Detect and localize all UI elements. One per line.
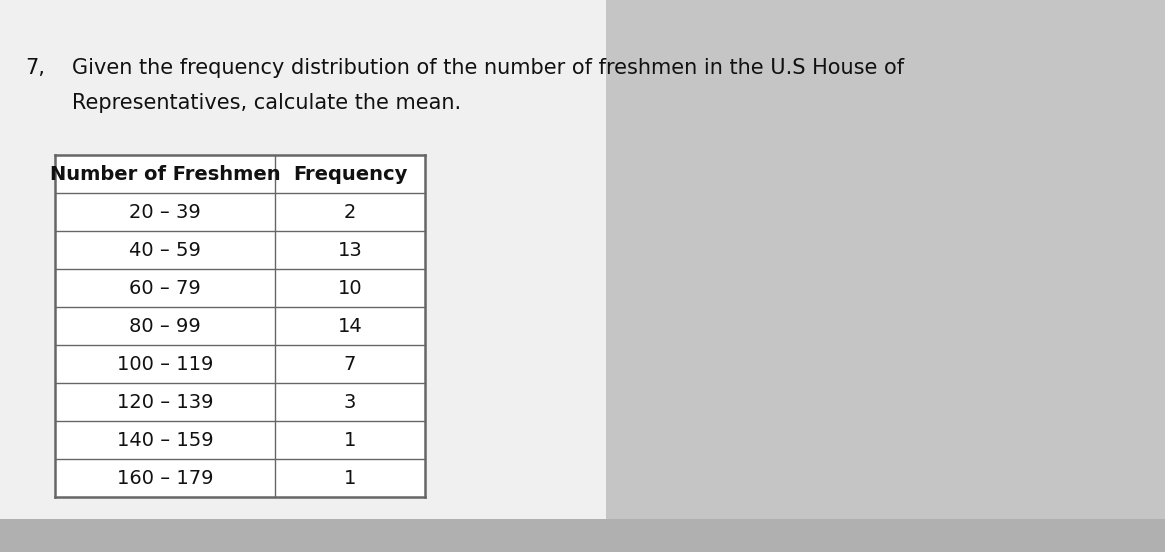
Text: 13: 13	[338, 241, 362, 259]
Text: 140 – 159: 140 – 159	[116, 431, 213, 449]
Text: 14: 14	[338, 316, 362, 336]
Text: 7: 7	[344, 354, 356, 374]
Text: 20 – 39: 20 – 39	[129, 203, 200, 221]
Text: 120 – 139: 120 – 139	[116, 392, 213, 411]
Text: Representatives, calculate the mean.: Representatives, calculate the mean.	[72, 93, 461, 113]
Text: Number of Freshmen: Number of Freshmen	[50, 164, 281, 183]
Bar	[0, 0, 606, 519]
Text: 2: 2	[344, 203, 356, 221]
Bar	[0, 519, 1165, 552]
Text: 1: 1	[344, 469, 356, 487]
Text: Given the frequency distribution of the number of freshmen in the U.S House of: Given the frequency distribution of the …	[72, 58, 904, 78]
Text: 60 – 79: 60 – 79	[129, 279, 200, 298]
Bar	[606, 0, 1165, 519]
Text: 3: 3	[344, 392, 356, 411]
Text: 160 – 179: 160 – 179	[116, 469, 213, 487]
Text: 100 – 119: 100 – 119	[116, 354, 213, 374]
Text: 10: 10	[338, 279, 362, 298]
Bar	[55, 155, 425, 497]
Text: 40 – 59: 40 – 59	[129, 241, 200, 259]
Text: 80 – 99: 80 – 99	[129, 316, 200, 336]
Text: Frequency: Frequency	[292, 164, 408, 183]
Text: 7,: 7,	[24, 58, 45, 78]
Text: 1: 1	[344, 431, 356, 449]
